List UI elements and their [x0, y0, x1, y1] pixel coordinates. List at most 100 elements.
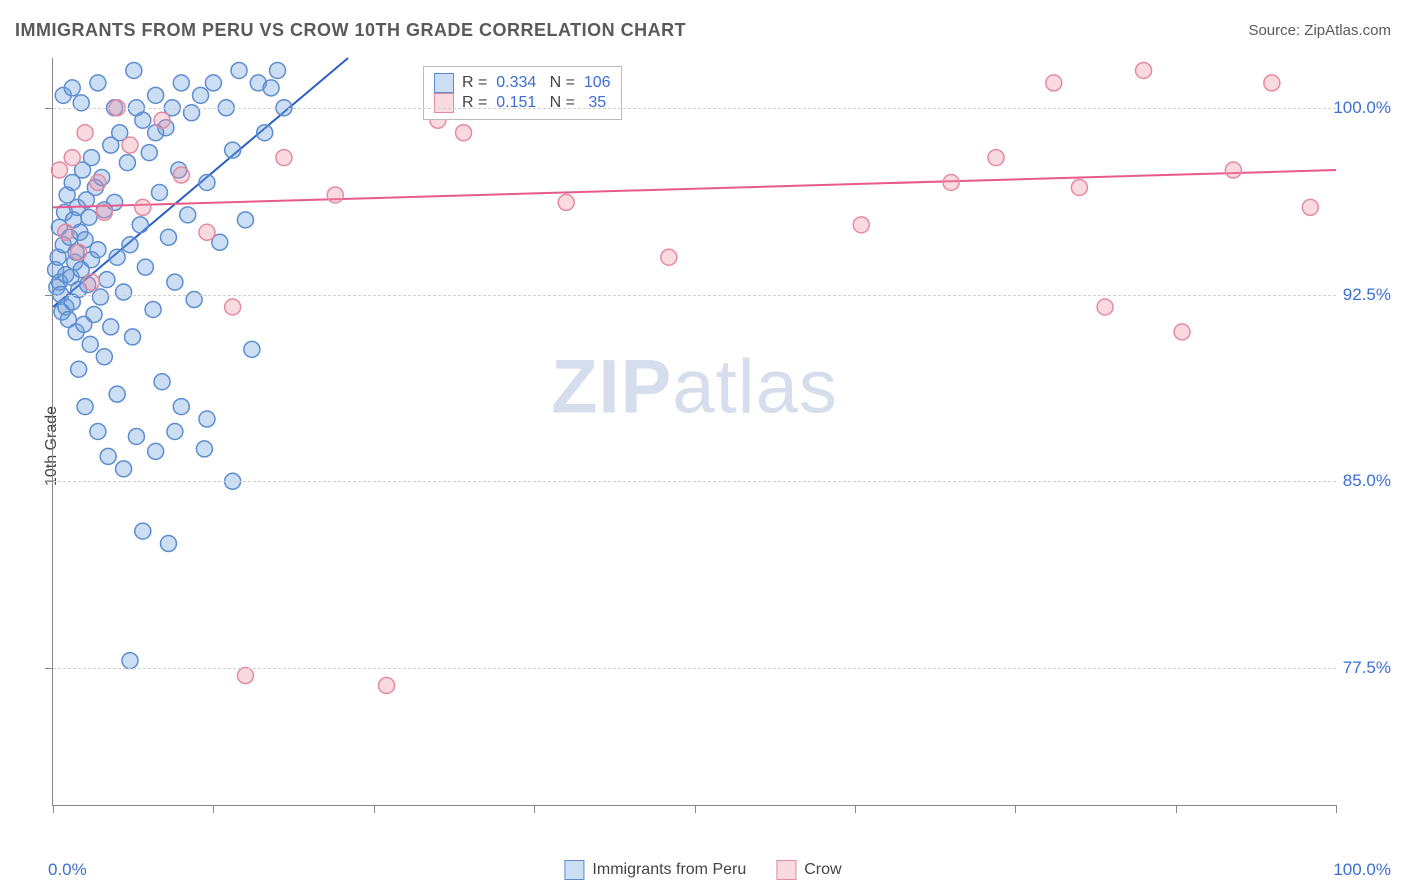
x-axis-left-label: 0.0% [48, 860, 87, 880]
data-point [99, 272, 115, 288]
legend-swatch-peru [564, 860, 584, 880]
data-point [64, 80, 80, 96]
data-point [103, 319, 119, 335]
data-point [86, 306, 102, 322]
data-point [456, 125, 472, 141]
y-axis-tick [45, 481, 53, 482]
data-point [154, 374, 170, 390]
data-point [90, 175, 106, 191]
data-point [196, 441, 212, 457]
source-label: Source: ZipAtlas.com [1248, 22, 1391, 39]
data-point [83, 274, 99, 290]
data-point [193, 87, 209, 103]
data-point [205, 75, 221, 91]
data-point [122, 237, 138, 253]
data-point [237, 668, 253, 684]
data-point [154, 112, 170, 128]
data-point [132, 217, 148, 233]
plot-area: ZIPatlas R = 0.334 N = 106R = 0.151 N = … [52, 58, 1336, 806]
data-point [160, 536, 176, 552]
data-point [151, 184, 167, 200]
data-point [92, 289, 108, 305]
bottom-legend: Immigrants from Peru Crow [564, 860, 841, 880]
data-point [1046, 75, 1062, 91]
data-point [125, 329, 141, 345]
data-point [100, 448, 116, 464]
gridline [53, 295, 1336, 296]
x-axis-tick [1336, 805, 1337, 813]
y-axis-tick-label: 77.5% [1343, 658, 1391, 678]
legend-swatch [434, 93, 454, 113]
legend-label-peru: Immigrants from Peru [592, 861, 746, 879]
data-point [141, 145, 157, 161]
regression-line [53, 170, 1336, 207]
data-point [137, 259, 153, 275]
data-point [64, 150, 80, 166]
data-point [237, 212, 253, 228]
data-point [71, 361, 87, 377]
data-point [82, 336, 98, 352]
stats-legend: R = 0.334 N = 106R = 0.151 N = 35 [423, 66, 622, 120]
data-point [119, 155, 135, 171]
legend-item-peru: Immigrants from Peru [564, 860, 746, 880]
data-point [135, 199, 151, 215]
y-axis-tick-label: 100.0% [1333, 98, 1391, 118]
data-point [167, 424, 183, 440]
data-point [1264, 75, 1280, 91]
data-point [77, 125, 93, 141]
legend-label-crow: Crow [804, 861, 841, 879]
data-point [90, 424, 106, 440]
data-point [160, 229, 176, 245]
data-point [327, 187, 343, 203]
y-axis-tick [45, 668, 53, 669]
x-axis-tick [855, 805, 856, 813]
data-point [943, 175, 959, 191]
data-point [199, 175, 215, 191]
data-point [231, 62, 247, 78]
data-point [257, 125, 273, 141]
data-point [167, 274, 183, 290]
data-point [135, 523, 151, 539]
data-point [379, 677, 395, 693]
data-point [96, 204, 112, 220]
data-point [244, 341, 260, 357]
data-point [173, 75, 189, 91]
legend-swatch [434, 73, 454, 93]
x-axis-tick [1176, 805, 1177, 813]
data-point [116, 461, 132, 477]
data-point [558, 194, 574, 210]
data-point [276, 150, 292, 166]
data-point [199, 224, 215, 240]
x-axis-tick [534, 805, 535, 813]
data-point [58, 224, 74, 240]
x-axis-right-label: 100.0% [1333, 860, 1391, 880]
data-point [83, 150, 99, 166]
x-axis-tick [1015, 805, 1016, 813]
data-point [173, 399, 189, 415]
y-axis-tick [45, 108, 53, 109]
data-point [116, 284, 132, 300]
data-point [109, 386, 125, 402]
gridline [53, 108, 1336, 109]
data-point [148, 87, 164, 103]
stats-legend-text: R = 0.334 N = 106 [462, 74, 611, 92]
data-point [1174, 324, 1190, 340]
data-point [225, 142, 241, 158]
data-point [853, 217, 869, 233]
data-point [90, 75, 106, 91]
data-point [128, 428, 144, 444]
legend-swatch-crow [776, 860, 796, 880]
data-point [145, 301, 161, 317]
data-point [180, 207, 196, 223]
data-point [173, 167, 189, 183]
data-point [71, 244, 87, 260]
data-point [1136, 62, 1152, 78]
data-point [77, 399, 93, 415]
data-point [51, 162, 67, 178]
data-point [263, 80, 279, 96]
stats-legend-row: R = 0.334 N = 106 [434, 73, 611, 93]
data-point [661, 249, 677, 265]
data-point [1097, 299, 1113, 315]
data-point [270, 62, 286, 78]
y-axis-tick [45, 295, 53, 296]
